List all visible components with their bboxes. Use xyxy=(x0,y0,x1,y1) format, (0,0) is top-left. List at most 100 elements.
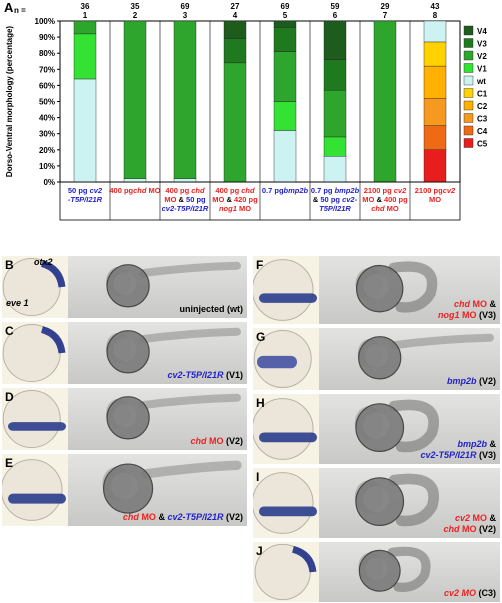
in-situ-inset xyxy=(253,542,319,602)
y-axis-label: Dorso-Ventral morphology (percentage) xyxy=(5,26,14,177)
otx2-label: otx2 xyxy=(34,257,53,267)
bar-segment-c2 xyxy=(423,65,447,99)
n-value: 36 xyxy=(81,2,90,11)
embryo-sphere-icon xyxy=(2,323,66,383)
bar-segment-v4 xyxy=(223,20,247,39)
bar-segment-wt xyxy=(173,178,197,183)
y-tick-label: 100% xyxy=(35,17,55,26)
bar-segment-v2 xyxy=(273,51,297,102)
column-number: 3 xyxy=(183,11,188,20)
panel-caption: cv2 MO & chd MO (V2) xyxy=(443,513,496,534)
y-tick-label: 60% xyxy=(39,81,55,90)
in-situ-inset xyxy=(2,322,68,384)
y-tick-label: 80% xyxy=(39,49,55,58)
legend-label: V1 xyxy=(477,65,487,74)
embryo-image xyxy=(105,261,242,308)
bar-segment-v4 xyxy=(323,20,347,60)
category-label: 0.7 pg bmp2b xyxy=(311,186,360,195)
legend-label: wt xyxy=(476,77,486,86)
category-label: nog1 MO xyxy=(219,204,251,213)
bar-segment-wt xyxy=(423,20,447,43)
bar-segment-v1 xyxy=(273,101,297,131)
legend-swatch-v4 xyxy=(463,25,474,36)
bar-segment-v3 xyxy=(223,38,247,64)
embryo-sphere-icon xyxy=(253,472,317,534)
legend-swatch-c4 xyxy=(463,125,474,136)
embryo-sphere-icon xyxy=(254,543,317,601)
y-tick-label: 20% xyxy=(39,146,55,155)
label-frame xyxy=(59,181,461,221)
bar-segment-v2 xyxy=(73,20,97,35)
embryo-image xyxy=(354,473,439,527)
bar-segment-v2 xyxy=(373,20,397,183)
column-number: 4 xyxy=(233,11,238,20)
panel-label-a: A xyxy=(4,0,14,15)
legend-swatch-wt xyxy=(463,75,474,86)
category-label: chd MO xyxy=(371,204,399,213)
column-number: 2 xyxy=(133,11,138,20)
panel-caption: chd MO & nog1 MO (V3) xyxy=(437,299,496,320)
panel-caption: bmp2b & cv2-T5P/I21R (V3) xyxy=(420,439,496,460)
legend-label: C2 xyxy=(477,102,488,111)
in-situ-inset xyxy=(2,256,68,318)
category-label: MO & 50 pg xyxy=(164,195,206,204)
category-label: 400 pg chd xyxy=(215,186,255,195)
category-label: 0.7 pgbmp2b xyxy=(262,186,309,195)
panel-label-b: B xyxy=(5,258,14,272)
bar-segment-v2 xyxy=(123,20,147,179)
y-tick-label: 0% xyxy=(43,178,55,187)
legend-label: V4 xyxy=(477,27,487,36)
category-label: MO & 420 pg xyxy=(212,195,258,204)
bar-segment-c5 xyxy=(423,149,447,183)
embryo-image xyxy=(105,393,242,440)
in-situ-inset xyxy=(2,388,68,450)
n-label: n = xyxy=(14,6,26,15)
panel-label-h: H xyxy=(256,396,265,410)
category-label: 2100 pgcv2 xyxy=(415,186,456,195)
bar-segment-v3 xyxy=(323,59,347,91)
n-value: 59 xyxy=(331,2,340,11)
bar-segment-c1 xyxy=(423,41,447,67)
stacked-bar-chart: 0% 10% 20% 30% 40% 50% 60% 70% 80% 90% 100% Dorso-V… xyxy=(5,2,488,221)
panel-caption: chd MO (V2) xyxy=(190,436,243,446)
panel-caption: chd MO & cv2-T5P/I21R (V2) xyxy=(122,512,243,522)
legend-swatch-v1 xyxy=(463,63,474,73)
column-number: 7 xyxy=(383,11,388,20)
panel-label-g: G xyxy=(256,330,266,344)
category-label: 50 pg cv2 xyxy=(68,186,103,195)
y-tick-label: 30% xyxy=(39,130,55,139)
n-value: 35 xyxy=(131,2,140,11)
category-label: MO xyxy=(429,195,441,204)
bar-segment-v4 xyxy=(273,20,297,28)
embryo-image xyxy=(105,327,242,374)
bar-segment-c3 xyxy=(423,98,447,126)
legend-swatch-c5 xyxy=(463,138,474,148)
legend-swatch-c1 xyxy=(463,88,474,98)
embryo-image xyxy=(357,333,495,380)
category-label: T5P/I21R xyxy=(319,204,351,213)
in-situ-inset xyxy=(253,468,319,538)
column-number: 5 xyxy=(283,11,288,20)
n-value: 43 xyxy=(431,2,440,11)
embryo-image xyxy=(354,399,439,453)
y-tick-label: 50% xyxy=(39,98,55,107)
bar-segment-v1 xyxy=(323,136,347,157)
column-number: 8 xyxy=(433,11,438,20)
in-situ-inset xyxy=(2,454,68,526)
legend-swatch-c3 xyxy=(463,113,474,123)
panel-caption: cv2-T5P/I21R (V1) xyxy=(167,370,243,380)
category-label: 2100 pg cv2 xyxy=(364,186,407,195)
category-label: MO & 400 pg xyxy=(362,195,408,204)
y-tick-label: 90% xyxy=(39,33,55,42)
panel-caption: bmp2b (V2) xyxy=(446,376,496,386)
embryo-sphere-icon xyxy=(253,398,317,460)
legend-label: V3 xyxy=(477,40,487,49)
category-label: -T5P/I21R xyxy=(68,195,103,204)
in-situ-inset xyxy=(253,256,319,324)
in-situ-inset xyxy=(253,328,319,390)
n-value: 69 xyxy=(181,2,190,11)
